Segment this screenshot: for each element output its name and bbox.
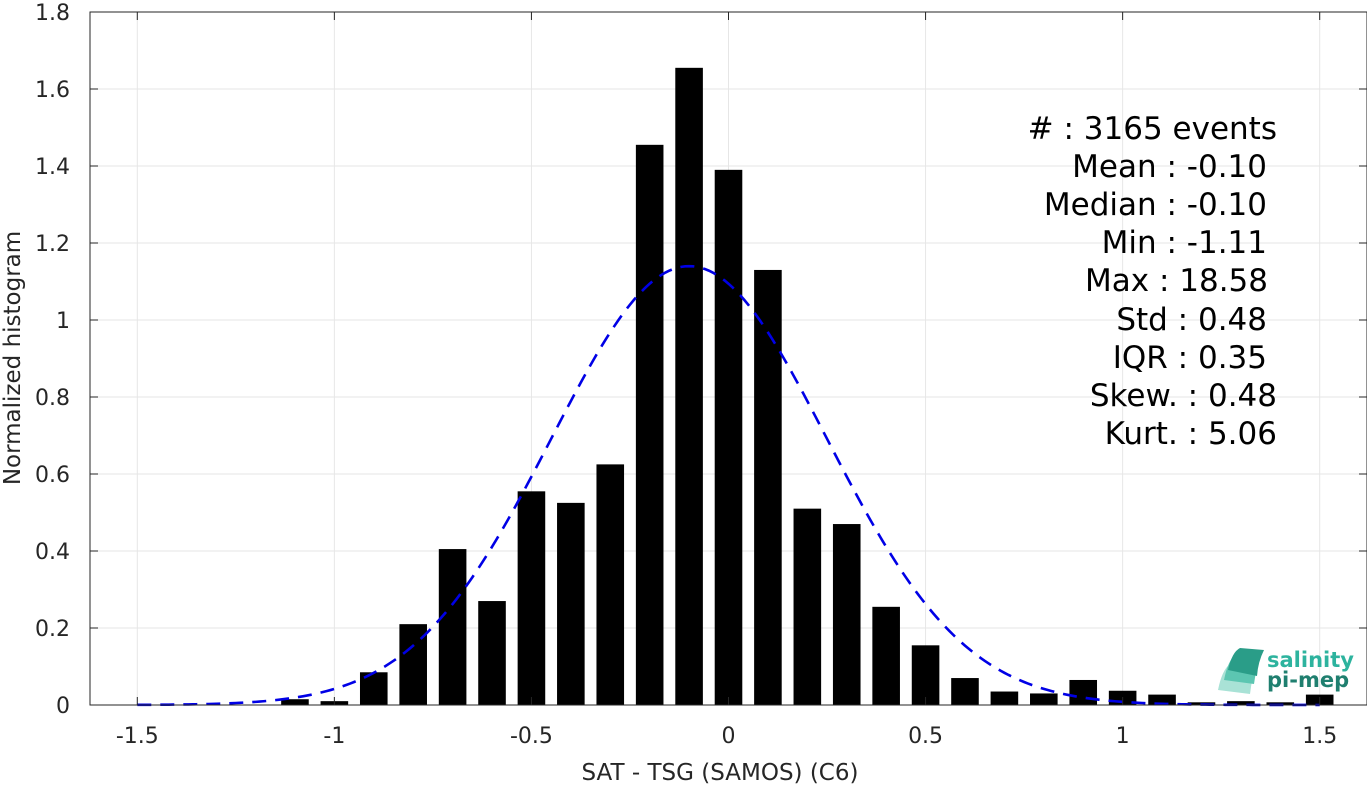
salinity-pi-mep-logo: salinity pi-mep [1218,648,1354,694]
histogram-bar [557,503,585,705]
y-tick-label: 0.4 [35,540,70,565]
y-tick-label: 1.4 [35,155,70,180]
stat-median: Median : -0.10 [1044,187,1267,223]
histogram-bar [991,692,1019,705]
y-axis-label: Normalized histogram [0,231,26,485]
histogram-bar [439,549,467,705]
histogram-bar [715,170,743,705]
stat-min: Min : -1.11 [1102,225,1267,261]
y-tick-label: 0.2 [35,617,70,642]
x-tick-label: 1.5 [1302,724,1337,749]
statistics-box: # : 3165 events Mean : -0.10 Median : -0… [1028,111,1277,452]
x-tick-label: -1 [323,724,345,749]
x-tick-label: -0.5 [510,724,553,749]
stat-events: # : 3165 events [1028,111,1277,147]
stat-kurt: Kurt. : 5.06 [1105,416,1277,452]
histogram-chart: -1.5 -1 -0.5 0 0.5 1 1.5 0 0.2 0.4 0.6 0.8 1 1.2 1.4 1… [0,0,1367,785]
x-tick-label: -1.5 [116,724,159,749]
histogram-bar [754,270,782,705]
histogram-bar [478,601,506,705]
y-tick-label: 1.8 [35,1,70,26]
logo-pi-mep: pi-mep [1267,668,1349,692]
histogram-bar [1030,693,1058,705]
y-tick-label: 0.8 [35,386,70,411]
histogram-bar [675,68,703,705]
histogram-bar [636,145,664,705]
y-tick-label: 1.2 [35,232,70,257]
y-tick-label: 0.6 [35,463,70,488]
x-tick-label: 1 [1116,724,1130,749]
x-tick-label: 0 [722,724,736,749]
histogram-bar [912,645,940,705]
x-axis-label: SAT - TSG (SAMOS) (C6) [582,760,859,785]
wave-icon [1218,648,1264,694]
y-tick-label: 1 [56,309,70,334]
y-tick-label: 0 [56,694,70,719]
stat-skew: Skew. : 0.48 [1090,378,1277,414]
stat-std: Std : 0.48 [1116,302,1267,338]
x-tick-label: 0.5 [908,724,943,749]
histogram-bar [951,678,979,705]
histogram-bar [1069,680,1097,705]
stat-max: Max : 18.58 [1085,263,1268,299]
histogram-bar [872,607,900,705]
stat-iqr: IQR : 0.35 [1113,340,1267,376]
histogram-bar [794,509,822,705]
histogram-bar [518,491,546,705]
histogram-bar [596,464,624,705]
histogram-bar [833,524,861,705]
stat-mean: Mean : -0.10 [1072,149,1267,185]
y-tick-label: 1.6 [35,78,70,103]
